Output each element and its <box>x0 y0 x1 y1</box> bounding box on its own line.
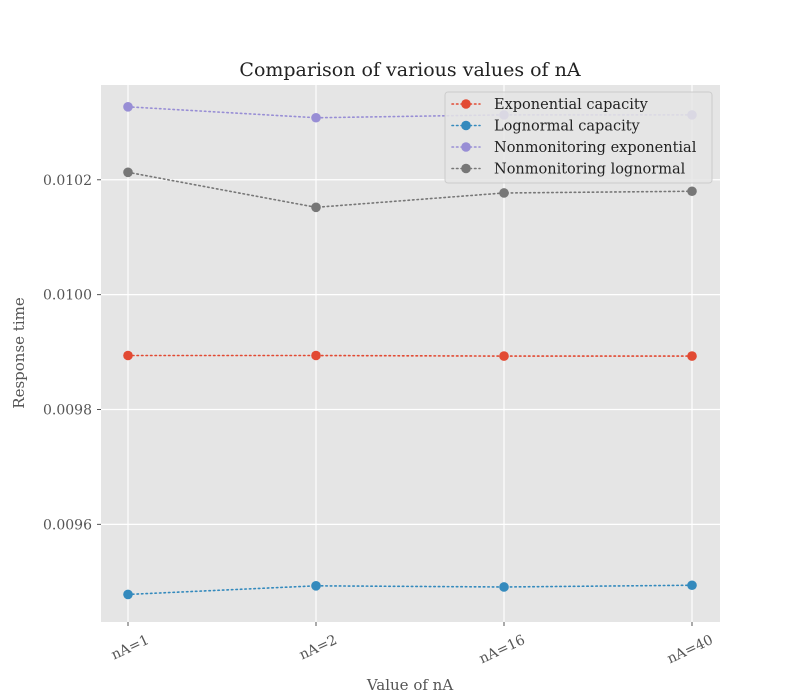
data-point <box>499 582 509 592</box>
legend-label: Exponential capacity <box>494 97 649 113</box>
x-tick-label: nA=40 <box>665 632 716 667</box>
series-nonmonitoring-lognormal <box>123 167 697 213</box>
y-tick-label: 0.0102 <box>43 173 92 189</box>
legend-entry: Lognormal capacity <box>451 119 641 135</box>
data-point <box>123 102 133 112</box>
y-axis-label: Response time <box>10 297 28 409</box>
x-tick-label: nA=2 <box>297 632 340 663</box>
x-axis-label: Value of nA <box>366 676 454 694</box>
legend-label: Nonmonitoring exponential <box>494 140 697 156</box>
data-point <box>123 350 133 361</box>
data-point <box>311 581 321 591</box>
legend-entry: Nonmonitoring exponential <box>451 140 697 156</box>
y-tick-label: 0.0100 <box>43 288 92 304</box>
legend-marker <box>461 99 471 109</box>
legend-label: Nonmonitoring lognormal <box>494 162 686 178</box>
series-line <box>127 584 693 596</box>
data-point <box>123 167 133 178</box>
y-tick-labels: 0.0096 0.0098 0.0100 0.0102 <box>43 173 101 533</box>
data-point <box>311 112 321 123</box>
series-line <box>127 354 693 357</box>
data-point <box>687 351 697 361</box>
data-point <box>311 350 321 361</box>
data-point <box>499 188 509 198</box>
data-point <box>123 589 133 600</box>
series-layer <box>123 102 697 600</box>
legend-marker <box>461 142 471 152</box>
legend-label: Lognormal capacity <box>494 119 641 135</box>
data-point <box>499 351 509 361</box>
y-tick-label: 0.0098 <box>43 402 92 418</box>
legend-entry: Nonmonitoring lognormal <box>451 162 686 178</box>
data-point <box>687 580 697 591</box>
x-tick-label: nA=16 <box>477 632 528 667</box>
legend: Exponential capacity Lognormal capacity No… <box>444 91 713 184</box>
x-tick-labels: nA=1 nA=2 nA=16 nA=40 <box>109 622 716 667</box>
legend-entry: Exponential capacity <box>451 97 649 113</box>
series-lognormal-capacity <box>123 580 697 600</box>
chart-title: Comparison of various values of nA <box>239 59 580 81</box>
y-tick-label: 0.0096 <box>43 517 92 533</box>
series-line <box>127 171 693 209</box>
series-line <box>127 106 693 119</box>
legend-marker <box>461 120 471 131</box>
series-exponential-capacity <box>123 350 697 361</box>
legend-box <box>444 91 713 184</box>
data-point <box>687 186 697 197</box>
x-tick-label: nA=1 <box>109 632 152 663</box>
legend-marker <box>461 163 471 174</box>
data-point <box>311 202 321 213</box>
